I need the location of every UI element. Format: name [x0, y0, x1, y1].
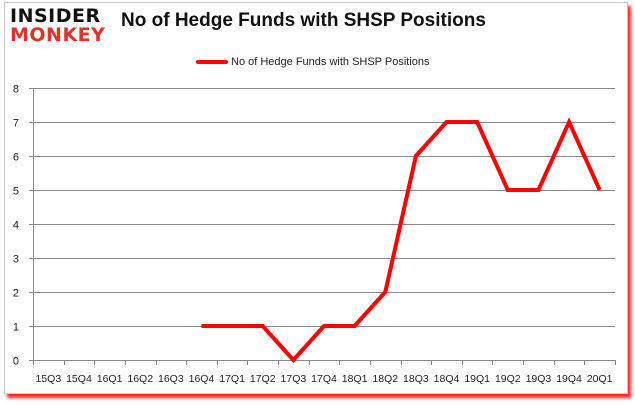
x-tick-label: 17Q3	[281, 373, 307, 385]
x-tick-label: 16Q1	[97, 373, 123, 385]
x-tick-label: 17Q2	[250, 373, 276, 385]
y-tick-label: 7	[13, 118, 19, 130]
logo-line2: MONKEY	[10, 24, 106, 46]
x-tick-label: 18Q4	[434, 373, 460, 385]
x-tick-label: 20Q1	[587, 373, 613, 385]
y-tick-label: 1	[13, 322, 19, 334]
x-tick-label: 19Q1	[464, 373, 490, 385]
y-tick-label: 8	[13, 84, 19, 96]
x-tick-label: 16Q2	[127, 373, 153, 385]
x-tick-label: 18Q2	[372, 373, 398, 385]
legend-line-swatch-icon	[196, 60, 228, 64]
x-tick-label: 19Q4	[556, 373, 582, 385]
y-tick-label: 5	[13, 186, 19, 198]
x-tick-label: 16Q4	[189, 373, 215, 385]
chart-frame	[4, 2, 628, 394]
x-tick-label: 18Q1	[342, 373, 368, 385]
x-tick-label: 19Q3	[526, 373, 552, 385]
chart-title: No of Hedge Funds with SHSP Positions	[121, 10, 486, 31]
x-tick-label: 17Q4	[311, 373, 337, 385]
y-tick-label: 2	[13, 288, 19, 300]
x-tick-label: 15Q3	[35, 373, 61, 385]
logo-line1: INSIDER	[10, 5, 101, 27]
y-tick-label: 4	[13, 220, 19, 232]
x-tick-label: 19Q2	[495, 373, 521, 385]
legend-label: No of Hedge Funds with SHSP Positions	[231, 56, 430, 68]
x-tick-label: 17Q1	[219, 373, 245, 385]
series-line	[201, 117, 602, 363]
chart-legend: No of Hedge Funds with SHSP Positions	[196, 54, 430, 70]
x-tick-label: 16Q3	[158, 373, 184, 385]
x-tick-label: 18Q3	[403, 373, 429, 385]
insider-monkey-logo: INSIDER MONKEY	[10, 6, 118, 46]
y-tick-label: 3	[13, 254, 19, 266]
y-tick-label: 6	[13, 152, 19, 164]
x-tick-label: 15Q4	[66, 373, 92, 385]
y-tick-label: 0	[13, 356, 19, 368]
